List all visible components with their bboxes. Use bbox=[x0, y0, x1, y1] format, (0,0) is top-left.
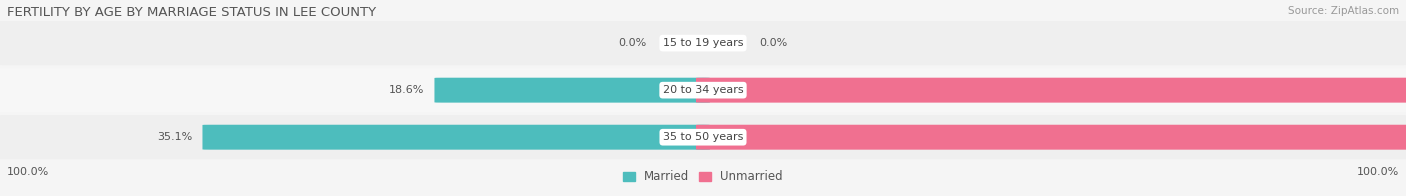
FancyBboxPatch shape bbox=[0, 115, 1406, 159]
Text: 100.0%: 100.0% bbox=[1357, 167, 1399, 178]
Text: FERTILITY BY AGE BY MARRIAGE STATUS IN LEE COUNTY: FERTILITY BY AGE BY MARRIAGE STATUS IN L… bbox=[7, 6, 377, 19]
FancyBboxPatch shape bbox=[202, 125, 710, 150]
FancyBboxPatch shape bbox=[696, 125, 1406, 150]
Text: 20 to 34 years: 20 to 34 years bbox=[662, 85, 744, 95]
FancyBboxPatch shape bbox=[0, 68, 1406, 112]
FancyBboxPatch shape bbox=[0, 21, 1406, 65]
Text: 0.0%: 0.0% bbox=[759, 38, 787, 48]
Text: 35.1%: 35.1% bbox=[157, 132, 193, 142]
Text: 35 to 50 years: 35 to 50 years bbox=[662, 132, 744, 142]
FancyBboxPatch shape bbox=[434, 78, 710, 103]
Text: 15 to 19 years: 15 to 19 years bbox=[662, 38, 744, 48]
Text: 18.6%: 18.6% bbox=[389, 85, 425, 95]
FancyBboxPatch shape bbox=[696, 78, 1406, 103]
Text: 100.0%: 100.0% bbox=[7, 167, 49, 178]
Legend: Married, Unmarried: Married, Unmarried bbox=[619, 166, 787, 188]
Text: Source: ZipAtlas.com: Source: ZipAtlas.com bbox=[1288, 6, 1399, 16]
Text: 0.0%: 0.0% bbox=[619, 38, 647, 48]
